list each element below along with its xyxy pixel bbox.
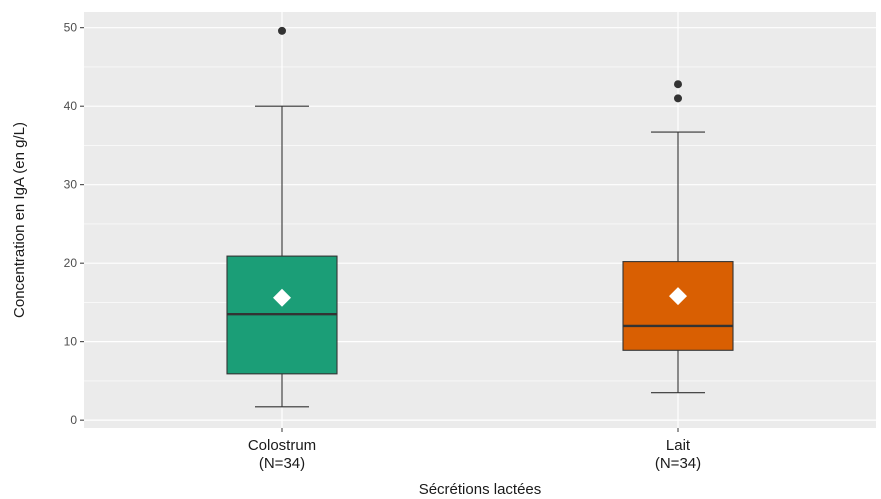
x-tick-label: Lait <box>666 437 691 454</box>
box-lait <box>622 80 734 394</box>
y-axis-ticks: 0 10 20 30 40 50 <box>64 21 84 427</box>
x-tick-label: Colostrum <box>248 437 316 454</box>
minor-gridlines <box>84 66 876 382</box>
y-tick-label: 0 <box>70 413 77 427</box>
x-tick-sublabel: (N=34) <box>655 455 701 472</box>
y-tick-label: 20 <box>64 256 78 270</box>
panel-background <box>84 12 876 428</box>
y-tick-label: 10 <box>64 335 78 349</box>
box-iqr <box>622 261 734 351</box>
outlier-point <box>674 80 682 89</box>
outlier-point <box>674 94 682 103</box>
y-axis-title: Concentration en IgA (en g/L) <box>11 122 28 318</box>
mean-marker <box>273 288 291 307</box>
y-tick-label: 40 <box>64 99 78 113</box>
x-axis-title: Sécrétions lactées <box>419 481 542 498</box>
y-tick-label: 30 <box>64 178 78 192</box>
mean-marker <box>669 287 687 306</box>
box-colostrum <box>226 26 338 408</box>
outlier-point <box>278 26 286 35</box>
boxes <box>226 26 734 408</box>
x-tick-sublabel: (N=34) <box>259 455 305 472</box>
y-tick-label: 50 <box>64 21 78 35</box>
x-axis-ticks: Colostrum(N=34)Lait(N=34) <box>248 428 701 472</box>
